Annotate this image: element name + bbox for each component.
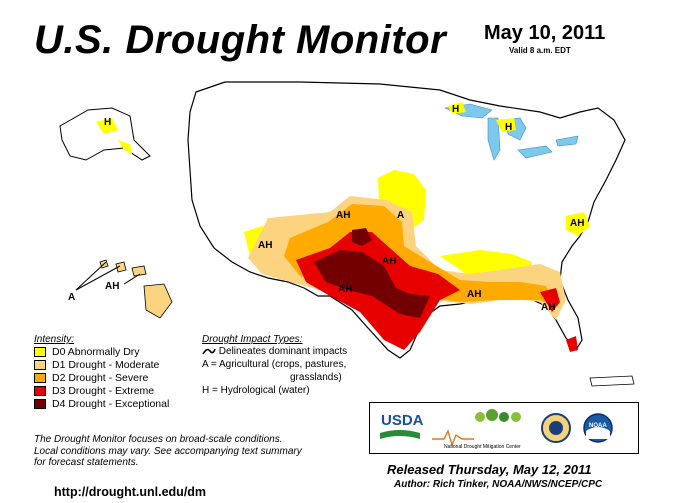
map-label-a-hi: A	[68, 292, 75, 303]
swatch-d1	[34, 359, 46, 370]
alaska-land	[59, 107, 151, 161]
legend-item-d4: D4 Drought - Exceptional	[34, 397, 169, 410]
map-label-ah-ga: AH	[541, 302, 555, 313]
map-date: May 10, 2011	[484, 22, 606, 44]
author-line: Author: Rich Tinker, NOAA/NWS/NCEP/CPC	[394, 479, 603, 490]
usda-swoosh-icon	[380, 430, 420, 439]
legend-label-d2: D2 Drought - Severe	[52, 371, 149, 384]
impact-types-legend: Drought Impact Types: Delineates dominan…	[202, 334, 347, 397]
map-label-ah-nc: AH	[570, 218, 584, 229]
disclaimer-note: The Drought Monitor focuses on broad-sca…	[34, 434, 364, 469]
ndmc-pulse-icon	[432, 429, 474, 448]
legend-label-d3: D3 Drought - Extreme	[52, 384, 155, 397]
legend-label-d4: D4 Drought - Exceptional	[52, 397, 170, 410]
note-line-1: The Drought Monitor focuses on broad-sca…	[34, 434, 283, 445]
partner-logos: USDA National Drought Mitigation Center …	[369, 402, 639, 454]
logos-art: USDA National Drought Mitigation Center …	[380, 409, 613, 450]
impact-hydrological: H = Hydrological (water)	[202, 385, 310, 396]
legend-label-d0: D0 Abnormally Dry	[52, 345, 140, 358]
legend-item-d1: D1 Drought - Moderate	[34, 358, 169, 371]
valid-time: Valid 8 a.m. EDT	[509, 46, 571, 55]
map-label-ah-ks: AH	[336, 210, 350, 221]
impact-types-title: Drought Impact Types:	[202, 334, 303, 345]
map-label-h-upper-mi: H	[452, 104, 459, 115]
swatch-d4	[34, 398, 46, 409]
legend-label-d1: D1 Drought - Moderate	[52, 358, 160, 371]
ndmc-tree-icon	[475, 412, 485, 422]
ndmc-logo-text: National Drought Mitigation Center	[444, 444, 521, 450]
website-link[interactable]: http://drought.unl.edu/dm	[54, 485, 207, 499]
legend-item-d3: D3 Drought - Extreme	[34, 384, 169, 397]
impact-agricultural-line2: grasslands)	[290, 372, 342, 383]
swatch-d0	[34, 346, 46, 357]
swatch-d2	[34, 372, 46, 383]
impact-delineates: Delineates dominant impacts	[202, 345, 347, 358]
map-label-ah-tx: AH	[338, 284, 352, 295]
drought-d4	[314, 228, 430, 318]
puerto-rico	[589, 375, 635, 387]
legend-item-d0: D0 Abnormally Dry	[34, 345, 169, 358]
delineation-line-icon	[202, 348, 216, 355]
hawaii-islands	[99, 259, 173, 319]
note-line-3: for forecast statements.	[34, 457, 139, 468]
map-label-ah-ms: AH	[467, 289, 481, 300]
map-label-h-alaska: H	[104, 117, 111, 128]
legend-item-d2: D2 Drought - Severe	[34, 371, 169, 384]
alaska-d0	[96, 118, 132, 154]
map-label-a-mo: A	[397, 210, 404, 221]
release-date: Released Thursday, May 12, 2011	[387, 462, 592, 477]
drought-d0	[244, 102, 590, 286]
great-lakes	[443, 103, 579, 161]
page-title: U.S. Drought Monitor	[34, 18, 447, 62]
map-label-ah-az: AH	[258, 240, 272, 251]
impact-agricultural-line1: A = Agricultural (crops, pastures,	[202, 359, 347, 370]
map-label-h-mi: H	[505, 122, 512, 133]
impact-delineates-label: Delineates dominant impacts	[218, 346, 348, 357]
noaa-logo-text: NOAA	[589, 423, 607, 429]
intensity-legend-title: Intensity:	[34, 334, 75, 345]
intensity-legend: Intensity: D0 Abnormally Dry D1 Drought …	[34, 334, 169, 410]
map-label-ah-ok: AH	[382, 256, 396, 267]
usda-logo-text: USDA	[381, 412, 424, 429]
swatch-d3	[34, 385, 46, 396]
note-line-2: Local conditions may vary. See accompany…	[34, 445, 302, 457]
map-label-ah-hi: AH	[105, 281, 119, 292]
